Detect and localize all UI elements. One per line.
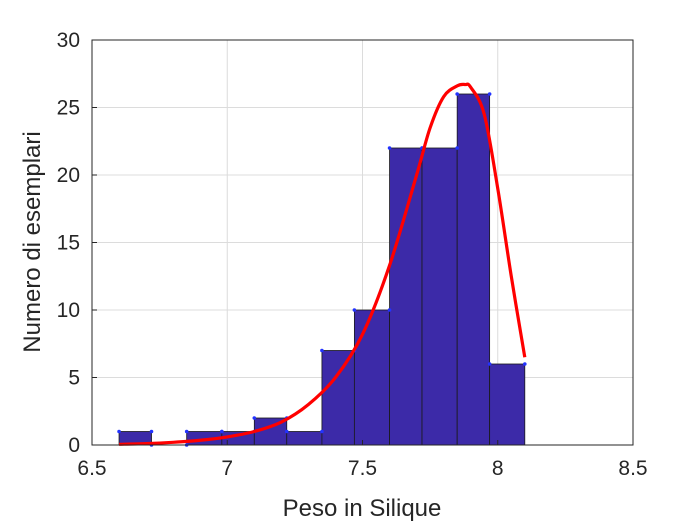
bin-marker <box>352 308 357 312</box>
y-tick-label: 15 <box>57 232 80 255</box>
bin-marker <box>184 429 189 434</box>
y-axis-ticks: 0 5 10 15 20 25 30 <box>57 29 97 457</box>
bin-marker <box>455 146 459 150</box>
fit-curve <box>119 82 527 446</box>
histogram-bar <box>286 431 323 446</box>
y-tick-label: 5 <box>68 367 80 390</box>
y-axis-label: Numero di esemplari <box>19 131 46 352</box>
bin-marker <box>149 429 154 434</box>
y-tick-label: 25 <box>57 97 80 120</box>
bin-marker <box>523 362 527 366</box>
x-tick-label: 6.5 <box>77 457 106 480</box>
bin-marker <box>320 348 324 353</box>
bin-marker <box>117 429 121 434</box>
histogram-bar <box>321 350 355 446</box>
histogram-bar <box>456 93 491 446</box>
bin-marker <box>284 429 289 434</box>
x-tick-label: 7 <box>221 457 233 480</box>
bin-marker <box>487 362 492 366</box>
histogram-bar <box>353 309 390 446</box>
x-tick-label: 8.5 <box>618 457 647 480</box>
grid-lines <box>92 40 633 445</box>
histogram-bar <box>489 363 526 446</box>
bin-marker <box>387 308 392 312</box>
x-tick-label: 7.5 <box>348 457 377 480</box>
x-axis-label: Peso in Silique <box>283 495 442 522</box>
y-tick-label: 30 <box>57 29 80 52</box>
bin-marker <box>252 416 257 420</box>
histogram-bar <box>421 147 458 446</box>
y-tick-label: 20 <box>57 164 80 187</box>
bin-marker <box>320 429 324 434</box>
bin-marker <box>455 92 459 96</box>
histogram-bar <box>389 147 423 446</box>
x-axis-ticks: 6.5 7 7.5 8 8.5 <box>77 440 648 480</box>
bin-marker <box>220 429 224 434</box>
bin-marker <box>387 146 392 150</box>
y-tick-label: 10 <box>57 299 80 322</box>
bin-marker <box>487 92 492 96</box>
x-tick-label: 8 <box>492 457 504 480</box>
y-tick-label: 0 <box>68 434 80 457</box>
